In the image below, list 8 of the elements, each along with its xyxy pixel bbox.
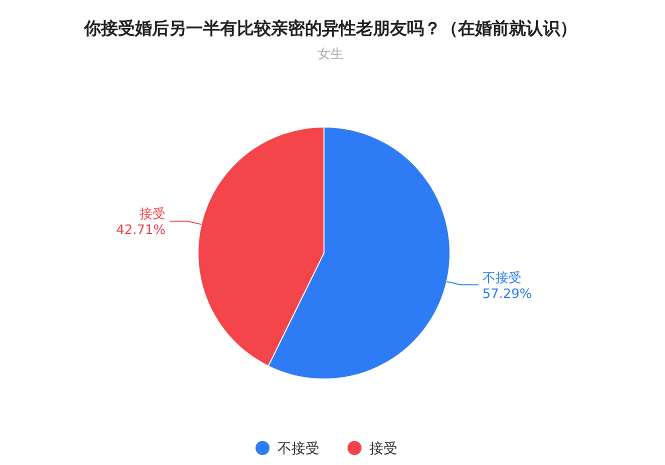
slice-label: 接受 [140,207,166,222]
data-label: 57.29% [482,286,532,302]
legend-label: 不接受 [278,441,320,457]
data-label: 42.71% [116,223,166,238]
legend-label: 接受 [370,441,398,457]
chart-title: 你接受婚后另一半有比较亲密的异性老朋友吗？（在婚前就认识） [83,19,577,39]
chart-subtitle: 女生 [318,47,344,62]
slice-label: 不接受 [482,270,522,286]
